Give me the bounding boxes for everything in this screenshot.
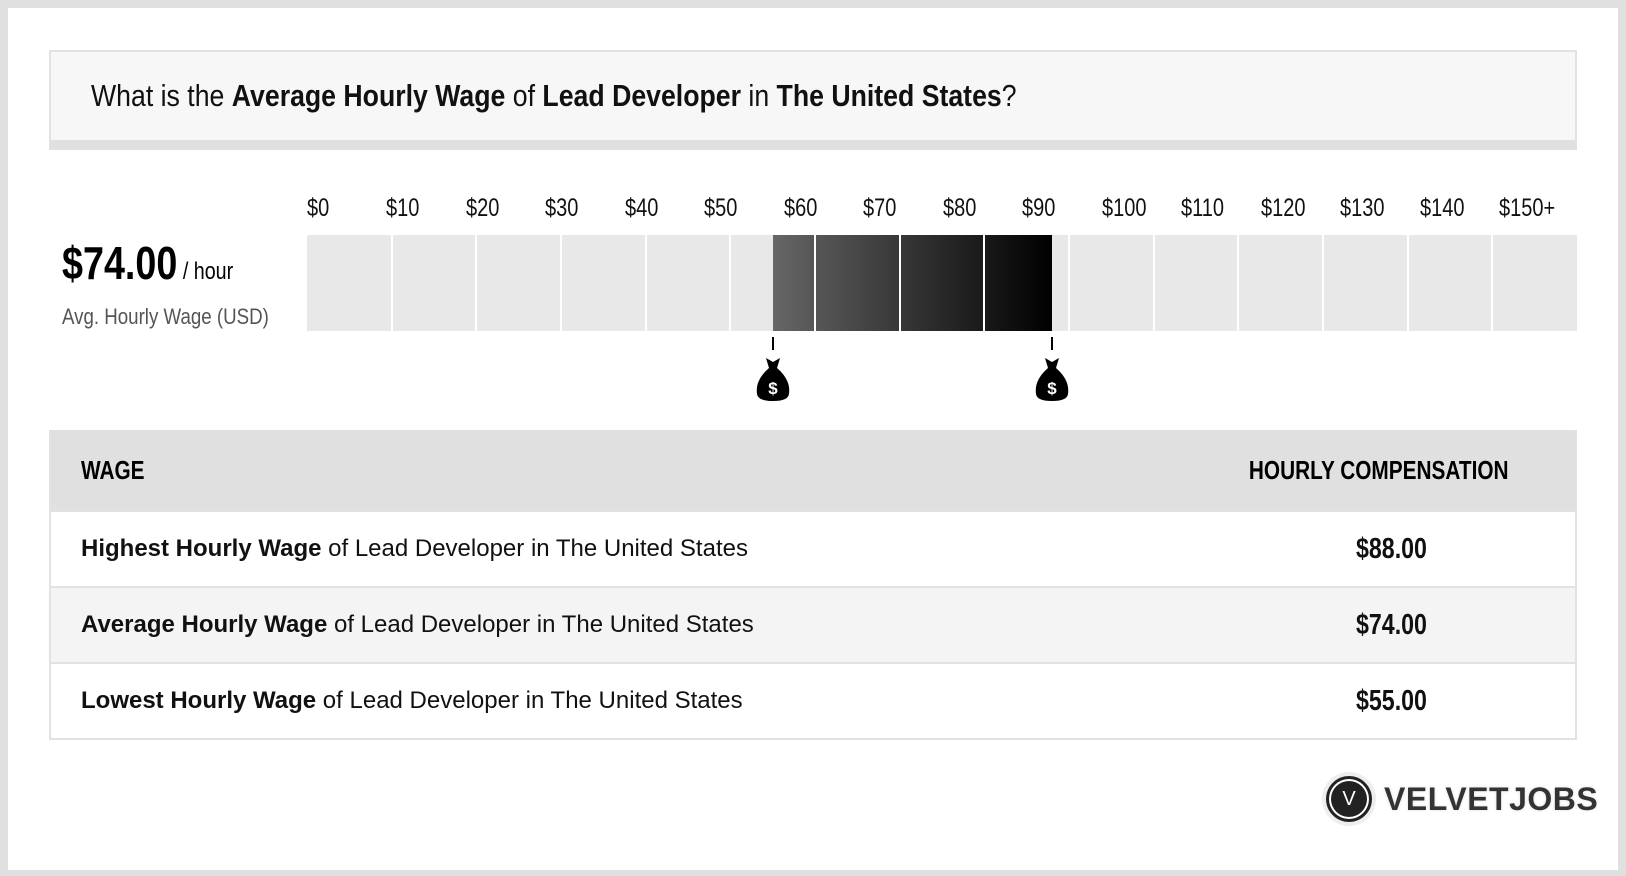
wage-table: WAGE HOURLY COMPENSATION Highest Hourly W… — [49, 430, 1577, 740]
tick-label: $60 — [783, 194, 818, 222]
question-header: What is the Average Hourly Wage of Lead … — [49, 50, 1577, 150]
row-label-bold: Average Hourly Wage — [81, 611, 328, 638]
tick-label: $20 — [465, 194, 500, 222]
tick-label: $110 — [1181, 194, 1225, 222]
segment-divider — [1152, 235, 1155, 331]
tick-label: $50 — [704, 194, 738, 222]
row-label: of Lead Developer in The United States — [316, 687, 743, 714]
tick-label: $0 — [307, 194, 330, 222]
segment-divider — [1237, 235, 1240, 331]
title-bold: Lead Developer — [542, 78, 741, 113]
tick-label: $10 — [386, 194, 420, 222]
svg-text:$: $ — [768, 379, 778, 398]
average-wage-label: Avg. Hourly Wage (USD) — [62, 304, 269, 329]
table-header: WAGE HOURLY COMPENSATION — [51, 430, 1575, 510]
tick-label: $30 — [545, 194, 579, 222]
tick-label: $90 — [1022, 194, 1056, 222]
row-value: $55.00 — [1356, 684, 1427, 717]
velvetjobs-logo[interactable]: V VELVETJOBS — [1322, 772, 1598, 826]
row-label-bold: Highest Hourly Wage — [81, 535, 322, 562]
wage-card: What is the Average Hourly Wage of Lead … — [8, 8, 1618, 870]
row-value: $74.00 — [1356, 608, 1427, 641]
title-bold: The United States — [776, 78, 1002, 113]
question-title: What is the Average Hourly Wage of Lead … — [91, 78, 1017, 114]
row-label-bold: Lowest Hourly Wage — [81, 687, 317, 714]
marker-line — [1051, 337, 1054, 350]
svg-text:$: $ — [1047, 379, 1057, 398]
title-bold: Average Hourly Wage — [231, 78, 506, 113]
money-bag-icon: $ — [1035, 358, 1069, 401]
table-row: Average Hourly Wage of Lead Developer in… — [51, 586, 1575, 662]
tick-label: $40 — [624, 194, 659, 222]
header-wage: WAGE — [81, 454, 145, 485]
tick-label: $120 — [1260, 194, 1306, 222]
tick-label: $140 — [1419, 194, 1465, 222]
title-text: in — [740, 78, 777, 113]
range-marker: $ — [753, 337, 793, 407]
title-text: What is the — [91, 78, 232, 113]
title-text: of — [505, 78, 543, 113]
wage-amount: $74.00 — [62, 237, 178, 289]
segment-divider — [1068, 235, 1070, 331]
segment-divider — [644, 235, 647, 331]
segment-divider — [1491, 235, 1494, 331]
wage-range-fill — [772, 235, 1053, 331]
table-row: Highest Hourly Wage of Lead Developer in… — [51, 510, 1575, 586]
tick-label: $100 — [1101, 194, 1147, 222]
segment-divider — [729, 235, 732, 331]
tick-label: $150+ — [1499, 194, 1556, 222]
segment-divider — [898, 235, 901, 331]
tick-label: $70 — [863, 194, 897, 222]
header-compensation: HOURLY COMPENSATION — [1249, 454, 1509, 485]
segment-divider — [475, 235, 478, 331]
segment-divider — [390, 235, 393, 331]
logo-text: VELVETJOBS — [1384, 780, 1599, 817]
row-value: $88.00 — [1356, 532, 1427, 565]
marker-line — [771, 337, 774, 350]
row-label: of Lead Developer in The United States — [327, 611, 754, 638]
money-bag-icon: $ — [756, 358, 789, 401]
logo-mark: V — [1322, 772, 1376, 826]
segment-divider — [1322, 235, 1324, 331]
table-row: Lowest Hourly Wage of Lead Developer in … — [51, 662, 1575, 738]
tick-label: $80 — [942, 194, 977, 222]
axis-tick-labels: $0 $10 $20 $30 $40 $50 $60 $70 $80 $90 $100 $110 $12… — [307, 194, 1607, 224]
segment-divider — [1406, 235, 1409, 331]
wage-unit: / hour — [177, 258, 234, 285]
segment-divider — [983, 235, 986, 331]
range-marker: $ — [1032, 337, 1072, 407]
average-wage-value: $74.00 / hour — [62, 236, 233, 290]
wage-range-bar — [307, 235, 1577, 331]
tick-label: $130 — [1340, 194, 1385, 222]
title-text: ? — [1001, 78, 1017, 113]
segment-divider — [814, 235, 816, 331]
row-label: of Lead Developer in The United States — [321, 535, 748, 562]
segment-divider — [560, 235, 562, 331]
